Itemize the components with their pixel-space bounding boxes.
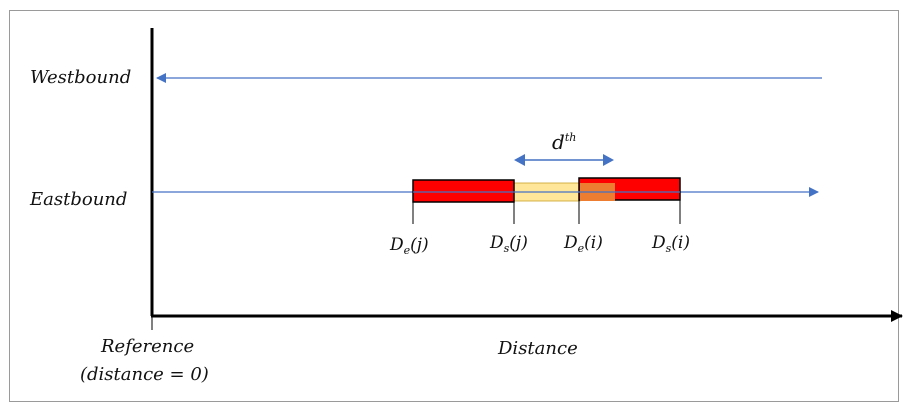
distance-axis-label: Distance [498, 338, 578, 359]
marker-de-j: De(j) [390, 235, 429, 257]
marker-de-i: De(i) [564, 233, 603, 255]
reference-distance-label: (distance = 0) [80, 364, 209, 385]
threshold-label: dth [552, 130, 577, 154]
marker-ds-i: Ds(i) [652, 233, 690, 255]
threshold-arrow-left-head [514, 154, 525, 166]
eastbound-label: Eastbound [30, 189, 128, 210]
reference-label: Reference [101, 336, 195, 357]
vehicle-j [412, 179, 515, 203]
marker-ds-j: Ds(j) [490, 233, 528, 255]
figure-frame [9, 10, 899, 402]
westbound-label: Westbound [30, 67, 132, 88]
threshold-arrow-right-head [603, 154, 614, 166]
